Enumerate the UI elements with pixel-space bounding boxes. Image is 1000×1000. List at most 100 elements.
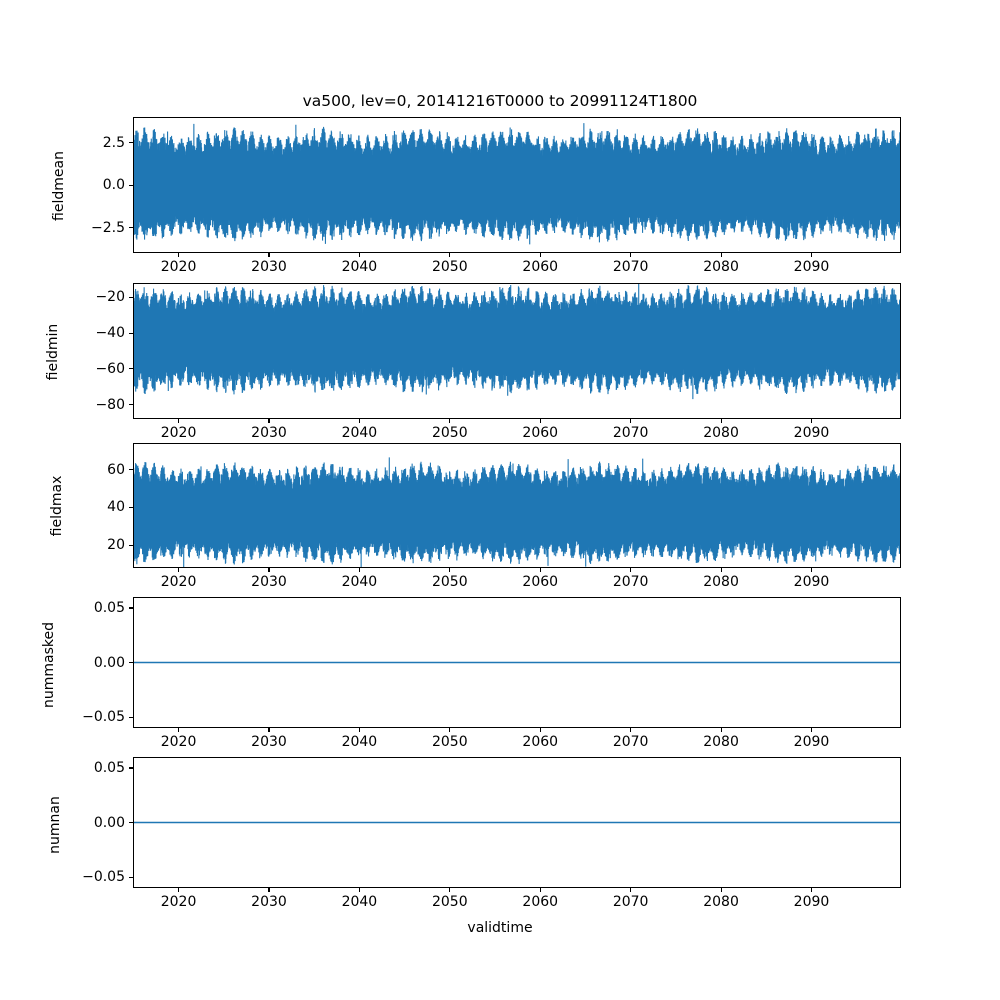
ytick-label: −60 (95, 360, 125, 377)
xtick-label: 2060 (522, 894, 559, 910)
xtick-mark (178, 568, 180, 572)
xtick-label: 2020 (160, 574, 197, 590)
xtick-label: 2060 (522, 734, 559, 750)
ytick-mark (129, 296, 133, 298)
xtick-mark (539, 568, 541, 572)
xtick-label: 2040 (341, 425, 378, 441)
xtick-mark (268, 253, 270, 257)
ytick-label: 0.05 (93, 599, 125, 616)
ytick-label: 60 (107, 461, 125, 478)
ytick-label: −0.05 (82, 709, 125, 726)
xtick-label: 2090 (793, 894, 830, 910)
xtick-label: 2090 (793, 734, 830, 750)
ytick-label: 0.05 (93, 759, 125, 776)
ytick-mark (129, 404, 133, 406)
xtick-label: 2070 (612, 259, 649, 275)
ytick-mark (129, 368, 133, 370)
xtick-label: 2040 (341, 734, 378, 750)
xtick-mark (178, 253, 180, 257)
xtick-label: 2070 (612, 734, 649, 750)
xtick-label: 2090 (793, 425, 830, 441)
xtick-mark (539, 253, 541, 257)
xtick-mark (720, 568, 722, 572)
ytick-mark (129, 607, 133, 609)
xtick-label: 2090 (793, 574, 830, 590)
xtick-mark (630, 419, 632, 423)
xtick-label: 2020 (160, 894, 197, 910)
ytick-label: 0.00 (93, 814, 125, 831)
xtick-mark (630, 888, 632, 892)
xtick-mark (449, 419, 451, 423)
xtick-mark (449, 728, 451, 732)
series-fieldline (134, 661, 900, 664)
xtick-label: 2050 (431, 734, 468, 750)
xtick-mark (358, 253, 360, 257)
xtick-mark (358, 728, 360, 732)
xtick-mark (358, 568, 360, 572)
xtick-label: 2080 (703, 259, 739, 275)
xtick-mark (449, 888, 451, 892)
xtick-mark (539, 728, 541, 732)
xtick-label: 2030 (251, 574, 287, 590)
subplot-fieldmin (133, 283, 901, 419)
xtick-label: 2080 (703, 574, 739, 590)
ytick-label: 40 (107, 499, 125, 516)
xtick-label: 2040 (341, 894, 378, 910)
xtick-mark (178, 888, 180, 892)
xtick-mark (810, 728, 813, 732)
ytick-mark (129, 544, 133, 546)
ytick-label: −0.05 (82, 869, 125, 886)
xtick-mark (358, 888, 360, 892)
ytick-mark (129, 876, 133, 878)
xtick-label: 2070 (612, 425, 649, 441)
ytick-label: −20 (95, 289, 125, 306)
xtick-mark (720, 253, 722, 257)
xtick-mark (268, 568, 270, 572)
series-fieldline (134, 457, 900, 567)
ytick-label: 0.0 (102, 177, 125, 193)
ytick-mark (129, 227, 133, 229)
ytick-mark (129, 332, 133, 334)
xtick-mark (630, 728, 632, 732)
xtick-label: 2020 (160, 425, 197, 441)
xtick-label: 2020 (160, 734, 197, 750)
xtick-mark (539, 888, 541, 892)
xtick-label: 2050 (431, 574, 468, 590)
xtick-label: 2080 (703, 425, 739, 441)
ytick-label: 20 (107, 537, 125, 554)
xtick-label: 2080 (703, 734, 739, 750)
subplot-numnan (133, 757, 901, 888)
xtick-label: 2030 (251, 734, 287, 750)
xtick-mark (178, 419, 180, 423)
xtick-label: 2050 (431, 894, 468, 910)
subplot-nummasked (133, 597, 901, 728)
xtick-mark (720, 728, 722, 732)
xtick-label: 2020 (160, 259, 197, 275)
ytick-mark (129, 184, 133, 186)
series-fieldline (134, 821, 900, 824)
xtick-mark (268, 888, 270, 892)
xtick-label: 2050 (431, 425, 468, 441)
figure-title: va500, lev=0, 20141216T0000 to 20991124T… (302, 92, 698, 110)
xtick-label: 2030 (251, 894, 287, 910)
xtick-mark (720, 888, 722, 892)
xtick-label: 2080 (703, 894, 739, 910)
xtick-label: 2050 (431, 259, 468, 275)
xtick-label: 2070 (612, 894, 649, 910)
xlabel-validtime: validtime (467, 920, 533, 936)
xtick-label: 2030 (251, 425, 287, 441)
ytick-mark (129, 716, 133, 718)
xtick-label: 2090 (793, 259, 830, 275)
xtick-mark (720, 419, 722, 423)
ytick-mark (129, 822, 133, 824)
series-fieldline (134, 123, 900, 245)
ytick-label: 0.00 (93, 654, 125, 671)
xtick-label: 2060 (522, 259, 559, 275)
xtick-mark (268, 419, 270, 423)
ytick-mark (129, 142, 133, 144)
ytick-label: 2.5 (102, 134, 125, 151)
xtick-label: 2040 (341, 259, 378, 275)
xtick-mark (178, 728, 180, 732)
ytick-mark (129, 767, 133, 769)
